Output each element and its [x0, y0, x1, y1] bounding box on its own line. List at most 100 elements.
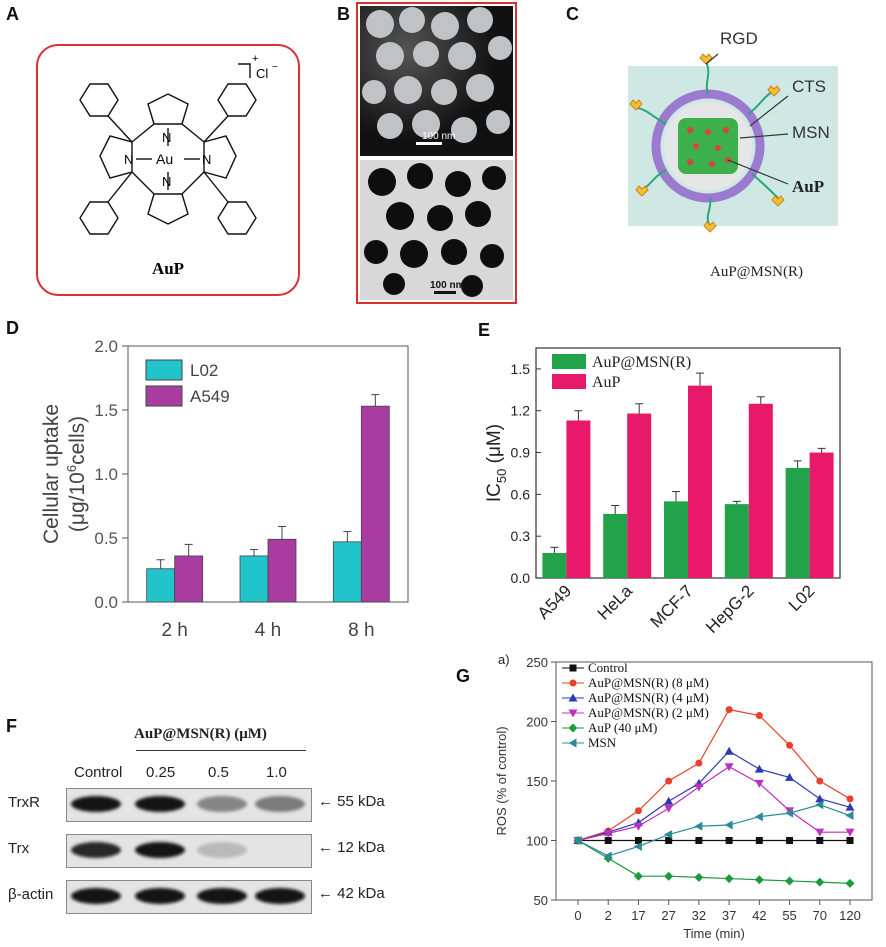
blot-protein-label: β-actin	[8, 886, 54, 903]
blot-band	[255, 796, 305, 812]
n-atom-right: N	[202, 152, 211, 167]
n-atom-bottom: N	[162, 174, 171, 189]
blot-band	[197, 796, 247, 812]
bar-series-0	[603, 513, 628, 578]
data-point	[603, 851, 612, 861]
bar-l02	[332, 541, 362, 603]
aup-structure-diagram: N N N N Au + Cl − AuP	[79, 53, 278, 278]
bar-a549	[267, 538, 297, 603]
data-point	[786, 741, 794, 749]
lane-label-0-5: 0.5	[208, 764, 229, 781]
data-point	[694, 821, 703, 831]
bar-series-0	[724, 504, 749, 578]
counterion-charge: −	[272, 62, 278, 73]
x-tick-label: 27	[661, 908, 675, 923]
em-image-frame: 100 nm 100 nm	[356, 2, 517, 304]
x-tick-label: 17	[631, 908, 645, 923]
data-point	[755, 712, 763, 720]
y-tick-label: 0.0	[94, 593, 118, 612]
data-point	[665, 777, 673, 785]
data-point	[846, 837, 854, 844]
blot-protein-label: TrxR	[8, 794, 40, 811]
data-point	[694, 783, 704, 792]
bar-a549	[360, 405, 390, 603]
data-point	[786, 837, 794, 844]
structure-frame: N N N N Au + Cl − AuP	[36, 44, 300, 296]
legend-label: AuP (40 μM)	[588, 720, 657, 735]
series-0	[574, 837, 854, 844]
data-point	[754, 764, 764, 773]
data-point	[845, 828, 855, 837]
data-point	[634, 837, 642, 844]
data-point	[785, 772, 795, 781]
data-point	[754, 812, 763, 822]
data-point	[754, 875, 764, 885]
data-point	[568, 709, 578, 718]
series-2	[573, 746, 855, 844]
label-msn: MSN	[792, 123, 830, 142]
counterion: Cl	[256, 66, 268, 81]
y-tick-label: 150	[526, 774, 548, 789]
panel-letter-g: G	[456, 666, 471, 686]
series-line	[577, 804, 851, 857]
series-line	[577, 750, 851, 842]
data-point	[815, 800, 824, 810]
y-axis-title-main: IC	[484, 483, 505, 502]
y-axis-unit-end: cells)	[66, 416, 89, 465]
y-tick-label: 200	[526, 715, 548, 730]
data-point	[664, 796, 674, 805]
subpanel-label: a)	[498, 652, 510, 667]
data-point	[664, 871, 674, 881]
x-tick-label: HepG-2	[702, 581, 758, 637]
blot-row-3	[66, 880, 312, 914]
bar-a549	[174, 555, 204, 603]
bar-series-1	[748, 403, 773, 578]
legend-label: Control	[588, 660, 628, 675]
legend-label: AuP@MSN(R) (8 μM)	[588, 675, 709, 690]
schematic-caption: AuP@MSN(R)	[710, 264, 803, 280]
data-point	[633, 822, 643, 831]
y-tick-label: 0.0	[511, 570, 531, 586]
legend-label: AuP@MSN(R) (2 μM)	[588, 705, 709, 720]
legend-swatch	[145, 359, 183, 381]
data-point	[754, 779, 764, 788]
blot-band	[135, 842, 185, 858]
treatment-label: AuP@MSN(R) (μM)	[134, 726, 267, 742]
data-point	[634, 807, 642, 815]
series-4	[573, 836, 855, 888]
legend-label: MSN	[588, 735, 617, 750]
data-point	[694, 872, 704, 882]
x-tick-label: 55	[782, 908, 796, 923]
x-tick-label: 70	[813, 908, 827, 923]
y-tick-label: 100	[526, 834, 548, 849]
x-tick-label: A549	[534, 581, 576, 623]
data-point	[785, 876, 795, 886]
x-tick-label: 32	[692, 908, 706, 923]
lane-label-control: Control	[74, 764, 123, 781]
data-point	[815, 794, 825, 803]
bar-series-1	[627, 413, 652, 578]
tem-image: 100 nm	[360, 160, 513, 300]
legend-label: AuP@MSN(R)	[592, 354, 691, 371]
y-axis-title: ROS (% of control)	[494, 726, 509, 835]
x-tick-label: 0	[574, 908, 581, 923]
blot-band	[197, 888, 247, 904]
data-point	[569, 664, 577, 672]
nanoparticle-schematic: RGD CTS MSN AuP AuP@MSN(R)	[600, 14, 880, 294]
chart-g-ros: 50 100 150 200 250 0 2 17 27 32 37 42 55 70 120 Time (m…	[494, 655, 873, 941]
metal-center: Au	[156, 151, 173, 167]
bar-series-1	[566, 420, 591, 578]
data-point	[816, 777, 824, 785]
data-point	[568, 723, 578, 733]
series-line	[577, 766, 850, 842]
data-point	[633, 841, 642, 851]
blot-row-1	[66, 788, 312, 822]
blot-band	[71, 842, 121, 858]
blot-band	[135, 888, 185, 904]
bar-series-0	[542, 552, 567, 578]
x-tick-label: 42	[752, 908, 766, 923]
data-point	[664, 804, 674, 813]
blot-size-marker: ← 55 kDa	[318, 793, 385, 810]
data-point	[815, 877, 825, 887]
blot-band	[197, 842, 247, 858]
